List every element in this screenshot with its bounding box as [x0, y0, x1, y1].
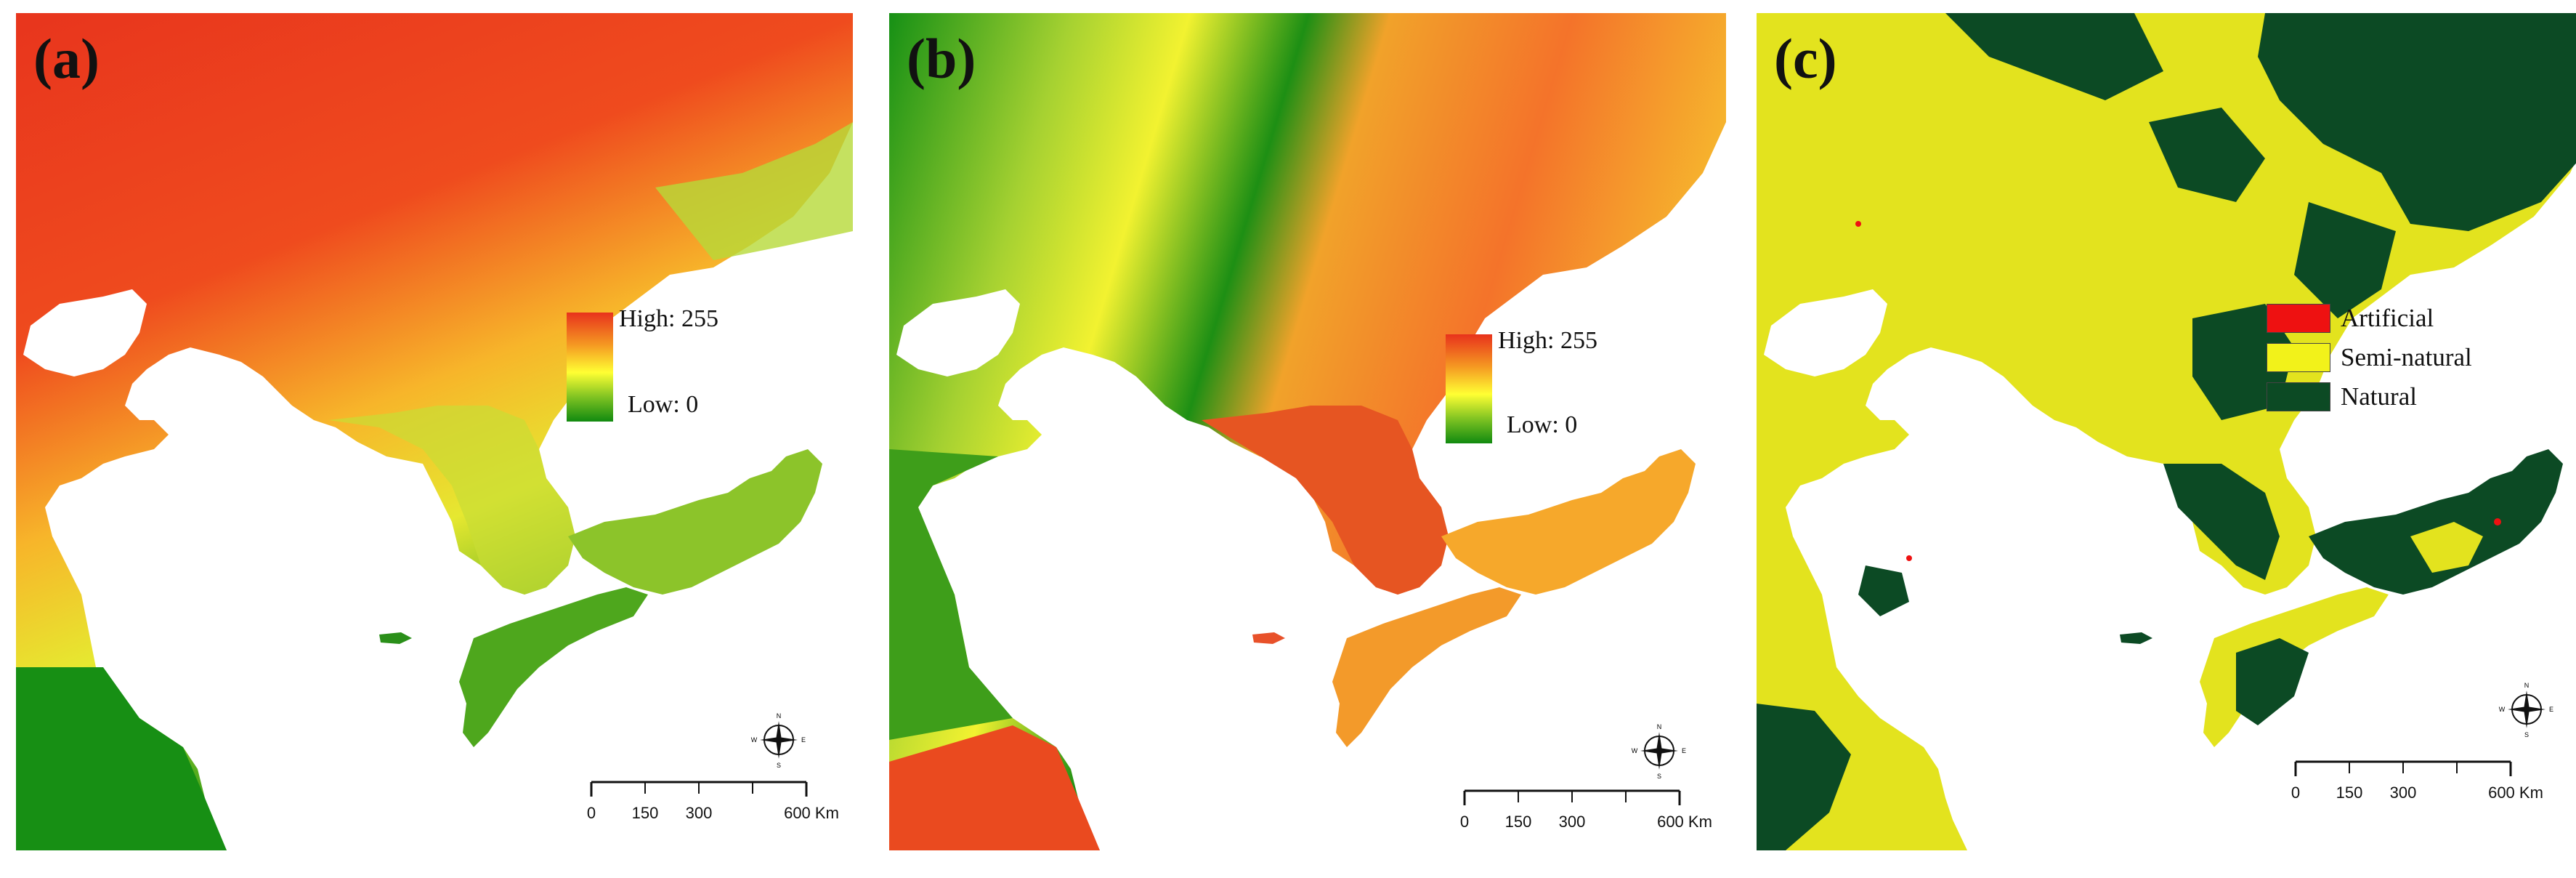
- compass-e: E: [801, 736, 806, 744]
- compass-s: S: [1657, 773, 1661, 780]
- scale-bar-a: 0 150 300 600 Km: [586, 775, 839, 833]
- legend-color-ramp-b: [1446, 334, 1492, 443]
- compass-e: E: [1682, 747, 1686, 754]
- compass-n: N: [777, 712, 782, 720]
- map-c-surface: [1757, 13, 2576, 850]
- map-a-surface: [16, 13, 853, 850]
- scale-tick-600: 600 Km: [2488, 784, 2543, 802]
- scale-tick-600: 600 Km: [784, 804, 839, 822]
- scale-tick-600: 600 Km: [1657, 813, 1712, 831]
- panel-label-a: (a): [33, 27, 100, 90]
- scale-tick-0: 0: [586, 804, 596, 822]
- legend-high-label-a: High: 255: [619, 305, 718, 332]
- compass-s: S: [2524, 731, 2529, 738]
- north-arrow-compass-icon: N E S W: [2499, 682, 2553, 738]
- scale-bar-c: 0 150 300 600 Km: [2291, 754, 2543, 813]
- legend-low-label-b: Low: 0: [1507, 411, 1578, 438]
- legend-high-label-b: High: 255: [1498, 327, 1597, 354]
- scale-tick-0: 0: [1459, 813, 1470, 831]
- compass-e: E: [2549, 706, 2553, 713]
- map-panel-a: (a) High: 255 Low: 0 N E S W 0 150 300 6…: [16, 13, 853, 850]
- panel-label-b: (b): [907, 27, 976, 90]
- scale-tick-150: 150: [631, 804, 659, 822]
- legend-label-natural: Natural: [2341, 382, 2417, 411]
- compass-n: N: [2524, 682, 2530, 689]
- compass-n: N: [1657, 723, 1662, 730]
- legend-label-semi-natural: Semi-natural: [2341, 343, 2472, 371]
- compass-s: S: [777, 762, 781, 769]
- scale-tick-300: 300: [1558, 813, 1586, 831]
- legend-label-artificial: Artificial: [2341, 304, 2434, 332]
- legend-swatch-artificial: [2267, 304, 2330, 333]
- compass-w: W: [1632, 747, 1638, 754]
- north-arrow-compass-icon: N E S W: [1632, 723, 1686, 780]
- map-panel-c: (c) Artificial Semi-natural Natural N E …: [1757, 13, 2576, 850]
- compass-w: W: [2499, 706, 2506, 713]
- scale-bar-b: 0 150 300 600 Km: [1459, 784, 1712, 842]
- scale-tick-300: 300: [2389, 784, 2417, 802]
- map-b-surface: [889, 13, 1726, 850]
- scale-tick-150: 150: [2336, 784, 2363, 802]
- panel-label-c: (c): [1774, 27, 1837, 90]
- legend-swatch-semi-natural: [2267, 343, 2330, 372]
- map-panel-b: (b) High: 255 Low: 0 N E S W 0 150 300 6…: [889, 13, 1726, 850]
- legend-color-ramp-a: [567, 313, 613, 422]
- north-arrow-compass-icon: N E S W: [751, 712, 806, 769]
- scale-tick-300: 300: [685, 804, 713, 822]
- scale-tick-150: 150: [1504, 813, 1532, 831]
- legend-swatch-natural: [2267, 382, 2330, 411]
- legend-low-label-a: Low: 0: [628, 391, 699, 418]
- scale-tick-0: 0: [2291, 784, 2301, 802]
- compass-w: W: [751, 736, 758, 744]
